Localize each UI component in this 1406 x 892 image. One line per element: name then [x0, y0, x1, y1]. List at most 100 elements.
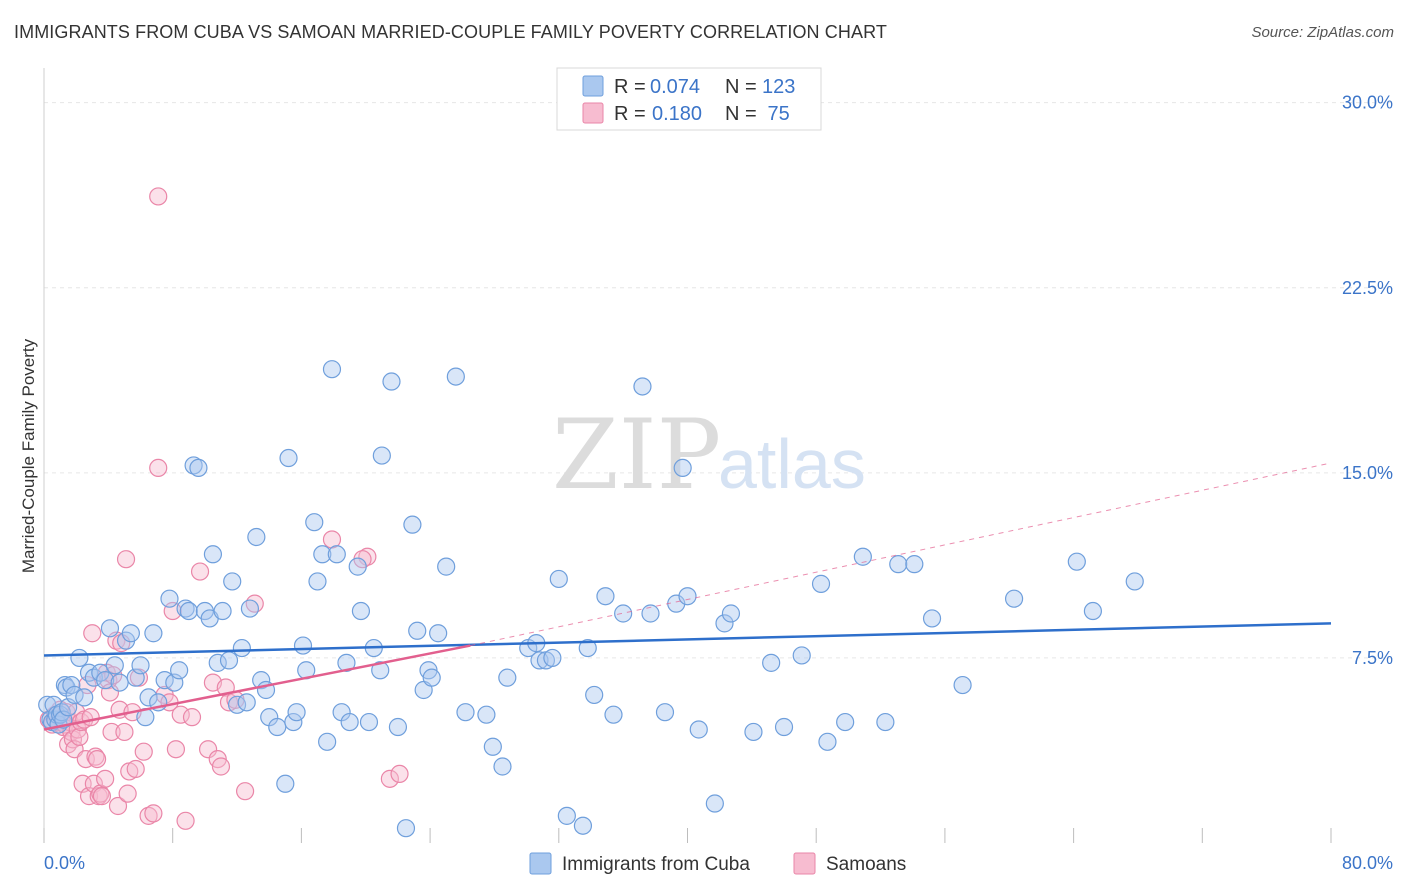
samoans-point: [245, 594, 264, 613]
cuba-point: [223, 572, 242, 591]
cuba-point: [305, 513, 324, 532]
cuba-point: [437, 557, 456, 576]
cuba-point: [614, 604, 633, 623]
bottom-legend-label-cuba: Immigrants from Cuba: [562, 854, 750, 875]
legend-n-value-samoans: 75: [762, 103, 790, 125]
samoans-point: [182, 708, 202, 727]
samoans-point: [144, 804, 163, 823]
cuba-point: [293, 636, 313, 655]
source-label: Source: ZipAtlas.com: [1251, 24, 1394, 41]
cuba-point: [543, 648, 562, 668]
cuba-point: [673, 458, 692, 478]
samoans-point: [166, 740, 186, 759]
cuba-point: [678, 587, 697, 606]
cuba-point: [268, 717, 287, 737]
legend-r-label-cuba: R =: [614, 76, 646, 98]
cuba-point: [121, 624, 140, 643]
samoans-point: [92, 787, 112, 806]
cuba-point: [493, 757, 512, 776]
watermark-atlas: atlas: [718, 425, 866, 503]
cuba-point: [240, 599, 260, 618]
samoans-point: [126, 759, 145, 779]
trend-lines: [43, 462, 1332, 731]
cuba-point: [313, 545, 332, 564]
y-tick-label: 15.0%: [1342, 463, 1393, 483]
samoans-point: [81, 708, 100, 727]
samoans-point: [139, 806, 158, 825]
samoans-point: [380, 769, 399, 788]
samoans-point: [116, 550, 136, 569]
cuba-point: [105, 656, 124, 675]
samoans-point: [390, 764, 409, 784]
samoans-trend-extension: [470, 462, 1332, 647]
cuba-point: [144, 624, 163, 643]
cuba-point: [853, 547, 872, 566]
chart-title: IMMIGRANTS FROM CUBA VS SAMOAN MARRIED-C…: [14, 22, 887, 42]
bottom-legend-label-samoans: Samoans: [826, 854, 906, 875]
y-tick-label: 22.5%: [1342, 278, 1393, 298]
cuba-point: [308, 572, 327, 591]
cuba-point: [359, 712, 379, 732]
samoans-point: [83, 624, 102, 643]
samoans-point: [115, 722, 134, 742]
watermark-zip: ZIP: [552, 399, 721, 511]
bottom-legend: Immigrants from Cuba Samoans: [529, 852, 906, 875]
samoans-point: [112, 634, 131, 653]
cuba-point: [396, 819, 416, 838]
cuba-point: [340, 712, 359, 732]
samoans-point: [211, 757, 231, 776]
samoans-point: [358, 547, 377, 566]
x-tick-label: 0.0%: [44, 853, 85, 873]
cuba-point: [655, 703, 675, 722]
cuba-point: [446, 367, 465, 386]
cuba-point: [176, 599, 195, 618]
samoans-point: [87, 749, 107, 769]
cuba-point: [408, 621, 427, 640]
cuba-point: [252, 671, 271, 690]
cuba-point: [184, 456, 203, 475]
cuba-point: [139, 688, 158, 707]
cuba-point: [604, 705, 623, 724]
samoans-point: [108, 796, 128, 816]
samoans-point: [176, 811, 195, 830]
legend-r-label-samoans: R =: [614, 103, 646, 125]
legend-r-value-cuba: 0.074: [650, 76, 700, 98]
cuba-point: [213, 601, 232, 621]
legend-n-label-cuba: N =: [725, 76, 757, 98]
cuba-point: [1067, 552, 1086, 571]
y-tick-label: 30.0%: [1342, 93, 1393, 113]
cuba-point: [247, 527, 266, 547]
samoans-point: [235, 782, 255, 801]
samoans-point: [190, 562, 210, 581]
samoans-point: [149, 458, 168, 478]
cuba-point: [549, 569, 568, 589]
cuba-point: [237, 693, 256, 712]
cuba-point: [38, 695, 57, 714]
legend-box: R = 0.074 N = 123 R = 0.180 N = 75: [556, 67, 822, 131]
cuba-point: [371, 661, 390, 680]
cuba-point: [578, 638, 597, 658]
cuba-point: [1083, 601, 1103, 621]
cuba-point: [422, 668, 441, 687]
cuba-point: [276, 774, 295, 793]
cuba-point: [792, 646, 811, 665]
y-axis-label: Married-Couple Family Poverty: [19, 338, 38, 573]
cuba-point: [429, 624, 448, 643]
cuba-point: [284, 712, 303, 732]
watermark: ZIP atlas: [552, 399, 866, 511]
tick-labels: 7.5% 15.0% 22.5% 30.0% 0.0% 80.0%: [44, 93, 1393, 873]
cuba-point: [1125, 572, 1144, 591]
cuba-trend-line: [43, 622, 1332, 657]
cuba-point: [953, 675, 972, 695]
series-samoans: [39, 187, 409, 830]
cuba-point: [721, 604, 741, 623]
cuba-point: [75, 688, 94, 707]
cuba-point: [232, 638, 251, 658]
cuba-point: [477, 705, 496, 724]
cuba-point: [585, 685, 604, 705]
cuba-point: [633, 377, 652, 396]
samoans-point: [96, 769, 115, 788]
cuba-point: [96, 671, 115, 690]
cuba-point: [62, 675, 81, 695]
cuba-point: [100, 619, 120, 638]
